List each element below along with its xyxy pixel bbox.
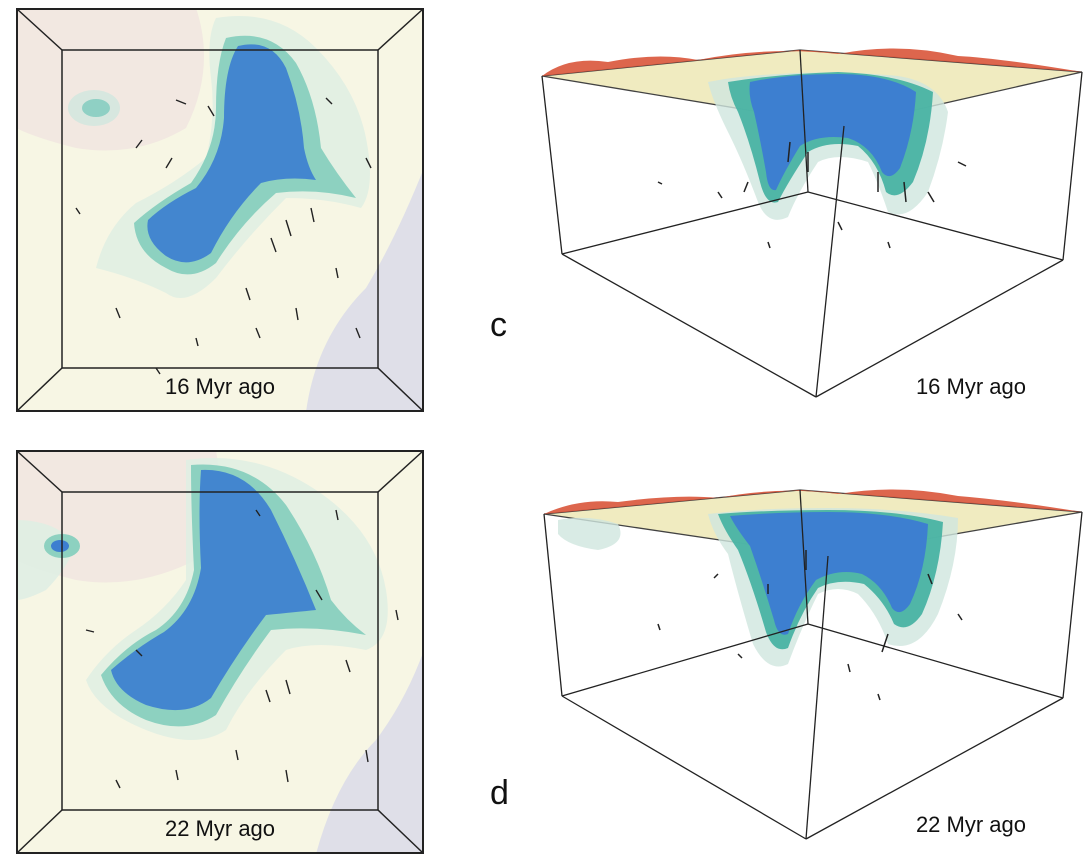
box-view-panel-16myr: 16 Myr ago bbox=[538, 42, 1086, 402]
velocity-arrows bbox=[75, 97, 372, 375]
box-wireframe bbox=[543, 489, 1083, 840]
left-slab-core bbox=[51, 540, 69, 552]
map-view-panel-16myr: 16 Myr ago bbox=[16, 8, 424, 412]
left-slab-envelope bbox=[558, 517, 621, 550]
map-view-figure bbox=[16, 450, 424, 854]
time-label: 16 Myr ago bbox=[915, 374, 1026, 399]
time-label: 22 Myr ago bbox=[915, 812, 1026, 837]
box-inner-frame bbox=[61, 49, 379, 369]
box-view-panel-22myr: 22 Myr ago bbox=[538, 484, 1086, 844]
velocity-arrows bbox=[657, 550, 963, 701]
surface-topography bbox=[544, 489, 1082, 514]
box-inner-frame bbox=[61, 491, 379, 811]
box-edge bbox=[16, 8, 63, 51]
box-edge bbox=[16, 809, 63, 854]
box-edge bbox=[16, 367, 63, 412]
time-label: 22 Myr ago bbox=[164, 816, 276, 841]
time-label: 16 Myr ago bbox=[164, 374, 276, 399]
box-wireframe bbox=[541, 49, 1083, 398]
surface-topography bbox=[542, 48, 1082, 76]
slab-core bbox=[111, 469, 316, 711]
slab-core bbox=[749, 74, 916, 191]
slab-core bbox=[147, 44, 316, 263]
panel-letter-c: c bbox=[490, 306, 507, 344]
map-view-panel-22myr: 22 Myr ago bbox=[16, 450, 424, 854]
map-view-figure bbox=[16, 8, 424, 412]
box-edge bbox=[377, 8, 424, 51]
box-edge bbox=[377, 450, 424, 493]
box-view-figure bbox=[541, 48, 1083, 398]
panel-letter-d: d bbox=[490, 774, 509, 812]
slab-core bbox=[730, 512, 928, 635]
velocity-arrows bbox=[85, 509, 399, 789]
box-outer-frame bbox=[16, 450, 424, 854]
box-outer-frame bbox=[16, 8, 424, 412]
box-view-figure bbox=[543, 489, 1083, 840]
sea-region bbox=[306, 168, 424, 412]
box-edge bbox=[377, 809, 424, 854]
small-slab-core bbox=[82, 99, 110, 117]
sea-region bbox=[316, 650, 424, 854]
land-region bbox=[16, 8, 204, 151]
velocity-arrows bbox=[657, 141, 967, 249]
box-edge bbox=[16, 450, 63, 493]
box-edge bbox=[377, 367, 424, 412]
